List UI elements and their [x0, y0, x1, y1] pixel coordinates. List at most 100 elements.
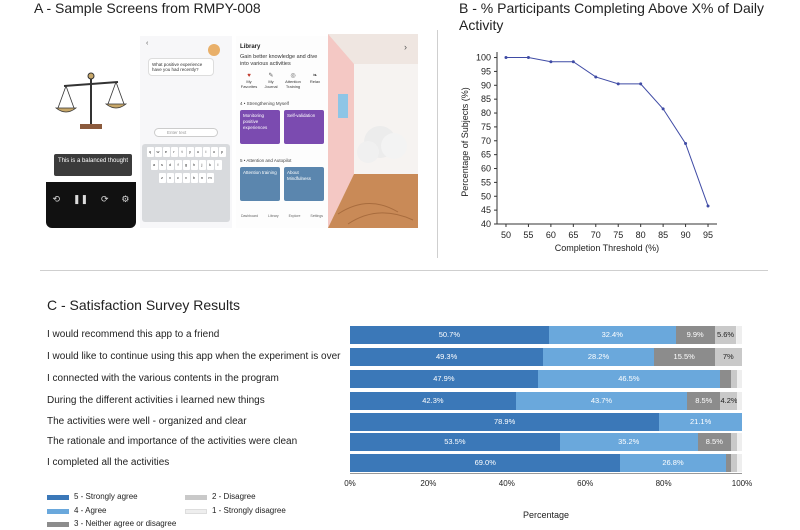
horizontal-divider — [40, 270, 768, 271]
y-tick-label: 40 — [481, 219, 491, 229]
bar-segment — [736, 370, 742, 388]
keyboard-key[interactable]: g — [182, 160, 190, 170]
tab-settings[interactable]: Settings — [310, 214, 324, 218]
chat-prompt-bubble: What positive experience have you had re… — [148, 58, 214, 76]
screen-balanced-thought: This is a balanced thought ⟲ ❚❚ ⟳ ⚙ — [46, 36, 136, 228]
keyboard-key[interactable]: s — [158, 160, 166, 170]
leaf-icon: ❧ — [312, 73, 318, 79]
keyboard-key[interactable]: c — [174, 173, 182, 183]
keyboard-key[interactable]: z — [158, 173, 166, 183]
x-tick-label: 95 — [703, 230, 713, 240]
tile-card[interactable]: Attention training — [240, 167, 280, 201]
x-axis-line — [350, 473, 742, 474]
favorites-shortcut[interactable]: ♥ My Favorites — [240, 73, 258, 89]
keyboard-key[interactable]: y — [186, 147, 194, 157]
y-tick-label: 95 — [481, 66, 491, 76]
bar-segment: 69.0% — [350, 454, 621, 472]
bar-segment: 43.7% — [515, 392, 688, 410]
legend-item: 4 - Agree — [74, 506, 107, 515]
pause-icon[interactable]: ❚❚ — [72, 194, 89, 204]
y-tick-label: 50 — [481, 191, 491, 201]
journal-shortcut[interactable]: ✎ My Journal — [262, 73, 280, 89]
keyboard-key[interactable]: x — [166, 173, 174, 183]
x-tick-label: 0% — [344, 479, 356, 488]
y-tick-label: 85 — [481, 94, 491, 104]
chart-b-y-label: Percentage of Subjects (%) — [460, 87, 470, 197]
legend-item: 5 - Strongly agree — [74, 492, 138, 501]
x-tick-label: 80 — [636, 230, 646, 240]
keyboard-key[interactable]: k — [206, 160, 214, 170]
legend-item: 1 - Strongly disagree — [212, 506, 286, 515]
survey-question-label: The rationale and importance of the acti… — [47, 436, 298, 447]
balance-scale-icon — [54, 72, 128, 129]
attention-shortcut[interactable]: ◎ Attention Training — [284, 73, 302, 89]
keyboard-key[interactable]: t — [178, 147, 186, 157]
data-point — [661, 107, 665, 111]
keyboard-key[interactable]: o — [210, 147, 218, 157]
relax-shortcut[interactable]: ❧ Relax — [306, 73, 324, 89]
settings-icon[interactable]: ⚙ — [121, 194, 130, 204]
keyboard-key[interactable]: i — [202, 147, 210, 157]
survey-bar-row: 78.9% 21.1% — [350, 413, 742, 431]
section-heading: 4 • Strengthening Myself — [240, 101, 289, 106]
tile-card[interactable]: About Mindfulness — [284, 167, 324, 201]
tile-card[interactable]: Self-validation — [284, 110, 324, 144]
replay-icon[interactable]: ⟲ — [52, 194, 60, 204]
back-chevron-icon[interactable]: ‹ — [146, 40, 149, 47]
keyboard-key[interactable]: a — [150, 160, 158, 170]
keyboard-key[interactable]: e — [162, 147, 170, 157]
keyboard-key[interactable]: d — [166, 160, 174, 170]
next-chevron-icon[interactable]: › — [404, 42, 407, 52]
keyboard-key[interactable]: h — [190, 160, 198, 170]
bar-segment: 35.2% — [559, 433, 698, 451]
keyboard-key[interactable]: u — [194, 147, 202, 157]
bar-segment: 26.8% — [620, 454, 726, 472]
keyboard-key[interactable]: n — [198, 173, 206, 183]
y-tick-label: 55 — [481, 177, 491, 187]
survey-question-label: I connected with the various contents in… — [47, 373, 279, 384]
y-tick-label: 90 — [481, 80, 491, 90]
y-tick-label: 75 — [481, 122, 491, 132]
library-icons: ♥ My Favorites ✎ My Journal ◎ Attention Tra… — [240, 73, 326, 89]
x-tick-label: 65 — [568, 230, 578, 240]
text-input[interactable]: Enter text — [154, 128, 218, 137]
chart-c-x-label: Percentage — [522, 510, 570, 520]
journal-icon: ✎ — [268, 73, 274, 79]
keyboard-key[interactable]: l — [214, 160, 222, 170]
tile-card[interactable]: Monitoring positive experiences — [240, 110, 280, 144]
keyboard-key[interactable]: m — [206, 173, 214, 183]
legend-item: 3 - Neither agree or disagree — [74, 519, 177, 528]
y-tick-label: 80 — [481, 108, 491, 118]
bottom-tab-bar: Dashboard Library Explore Settings — [236, 214, 328, 218]
x-tick-label: 100% — [731, 479, 753, 488]
forward-icon[interactable]: ⟳ — [100, 194, 109, 204]
y-tick-label: 60 — [481, 164, 491, 174]
tab-library[interactable]: Library — [267, 214, 279, 218]
bar-segment: 47.9% — [350, 370, 538, 388]
heart-icon: ♥ — [247, 73, 251, 79]
bar-segment: 7% — [714, 348, 742, 366]
keyboard-key[interactable]: q — [146, 147, 154, 157]
tab-dashboard[interactable]: Dashboard — [240, 214, 259, 218]
keyboard-key[interactable]: p — [218, 147, 226, 157]
bar-segment: 4.2% — [720, 392, 738, 410]
y-tick-label: 65 — [481, 150, 491, 160]
keyboard-key[interactable]: v — [182, 173, 190, 183]
survey-question-label: The activities were well - organized and… — [47, 416, 247, 427]
completion-line-chart: 40 45 50 55 60 65 70 75 80 85 90 95 100 50 55 60 65 70 75 8… — [460, 52, 717, 253]
bar-segment — [720, 370, 732, 388]
survey-bar-row: 47.9% 46.5% — [350, 370, 742, 388]
keyboard-key[interactable]: f — [174, 160, 182, 170]
x-tick-label: 80% — [655, 479, 672, 488]
bar-segment: 5.6% — [714, 326, 737, 344]
bar-segment: 21.1% — [659, 413, 742, 431]
x-tick-label: 50 — [501, 230, 511, 240]
tab-explore[interactable]: Explore — [288, 214, 301, 218]
keyboard-key[interactable]: w — [154, 147, 162, 157]
keyboard-key[interactable]: b — [190, 173, 198, 183]
keyboard-key[interactable]: j — [198, 160, 206, 170]
library-subtitle: Gain better knowledge and dive into vari… — [240, 54, 318, 67]
keyboard-key[interactable]: r — [170, 147, 178, 157]
series-line — [505, 57, 709, 207]
